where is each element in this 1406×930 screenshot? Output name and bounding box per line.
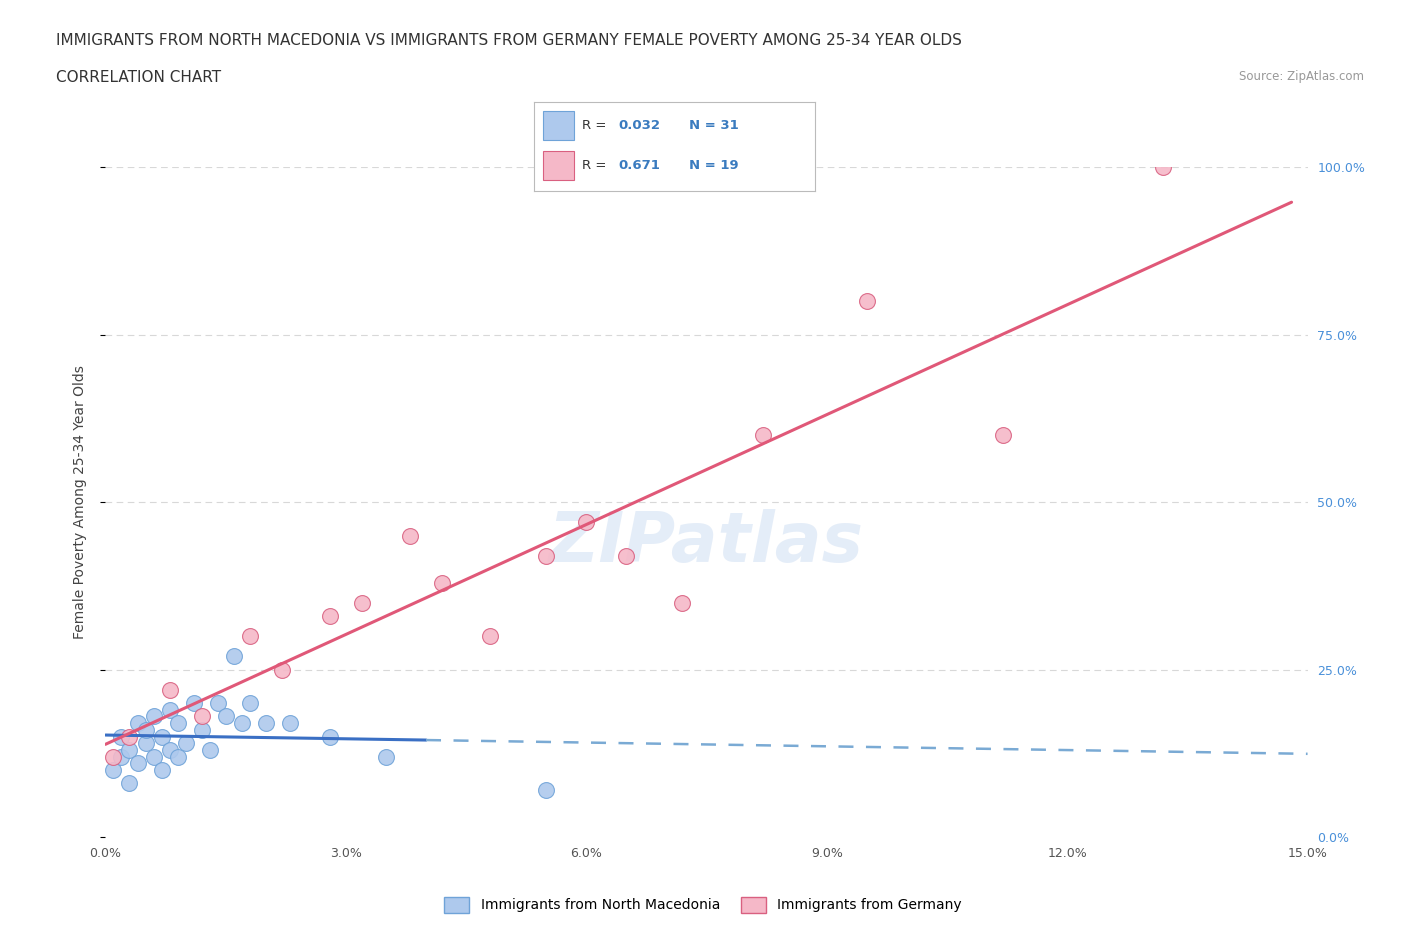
Point [616, 549, 638, 564]
Point [231, 716, 253, 731]
Point [174, 736, 197, 751]
Point [110, 729, 132, 744]
Text: N = 19: N = 19 [689, 159, 738, 172]
Point [751, 428, 773, 443]
Point [214, 709, 236, 724]
Point [103, 750, 125, 764]
Text: CORRELATION CHART: CORRELATION CHART [56, 70, 221, 85]
Text: R =: R = [582, 159, 606, 172]
Point [319, 729, 342, 744]
Point [430, 575, 453, 590]
Point [671, 595, 693, 610]
Point [198, 742, 221, 757]
Point [278, 716, 301, 731]
Bar [543, 112, 574, 140]
Point [110, 750, 132, 764]
Point [991, 428, 1014, 443]
Point [159, 683, 181, 698]
Point [135, 723, 157, 737]
Point [855, 294, 877, 309]
Point [479, 629, 502, 644]
Point [159, 742, 181, 757]
Point [103, 763, 125, 777]
Point [575, 515, 598, 530]
Point [118, 776, 141, 790]
Text: IMMIGRANTS FROM NORTH MACEDONIA VS IMMIGRANTS FROM GERMANY FEMALE POVERTY AMONG : IMMIGRANTS FROM NORTH MACEDONIA VS IMMIG… [56, 33, 962, 47]
Point [222, 649, 245, 664]
Point [399, 528, 422, 543]
Point [183, 696, 205, 711]
Y-axis label: Female Poverty Among 25-34 Year Olds: Female Poverty Among 25-34 Year Olds [73, 365, 87, 639]
Text: 0.671: 0.671 [619, 159, 661, 172]
Point [239, 696, 262, 711]
Text: Source: ZipAtlas.com: Source: ZipAtlas.com [1239, 70, 1364, 83]
Point [534, 549, 557, 564]
Text: 0.032: 0.032 [619, 119, 661, 132]
Bar [543, 151, 574, 180]
Point [142, 709, 165, 724]
Point [190, 723, 212, 737]
Point [135, 736, 157, 751]
Point [270, 662, 292, 677]
Point [1152, 160, 1174, 175]
Point [254, 716, 277, 731]
Point [166, 716, 188, 731]
Point [319, 608, 342, 623]
Point [166, 750, 188, 764]
Text: ZIPatlas: ZIPatlas [548, 509, 865, 576]
Point [142, 750, 165, 764]
Point [207, 696, 229, 711]
Point [150, 763, 173, 777]
Legend: Immigrants from North Macedonia, Immigrants from Germany: Immigrants from North Macedonia, Immigra… [439, 891, 967, 919]
Point [350, 595, 373, 610]
Text: R =: R = [582, 119, 606, 132]
Point [127, 716, 149, 731]
Point [118, 729, 141, 744]
Point [127, 756, 149, 771]
Point [150, 729, 173, 744]
Point [534, 783, 557, 798]
Point [190, 709, 212, 724]
Text: N = 31: N = 31 [689, 119, 738, 132]
Point [159, 702, 181, 717]
Point [118, 742, 141, 757]
Point [374, 750, 398, 764]
Point [239, 629, 262, 644]
